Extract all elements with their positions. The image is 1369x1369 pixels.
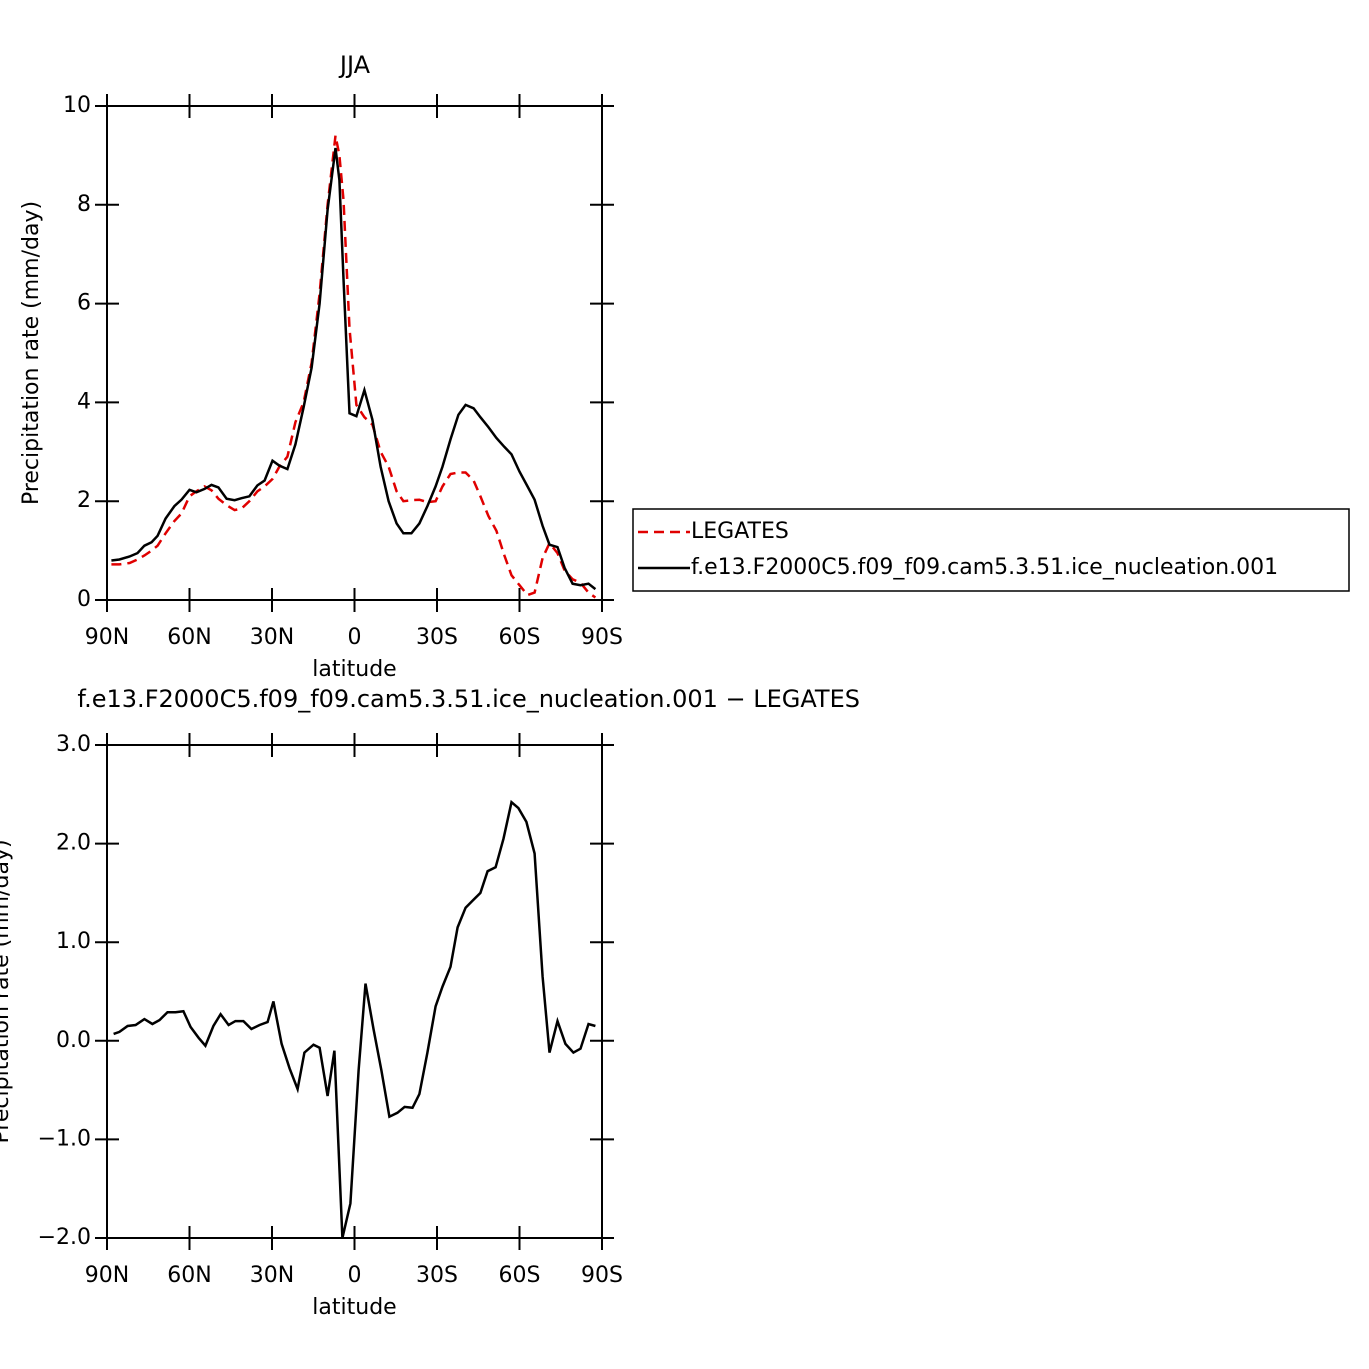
plot-frame: [106, 105, 603, 601]
y-axis-label: Precipitation rate (mm/day): [19, 201, 44, 505]
x-tick-label: 60N: [167, 1263, 211, 1288]
x-axis-label: latitude: [312, 1295, 396, 1320]
y-tick-label: 2.0: [56, 831, 91, 856]
y-tick-label: −2.0: [38, 1225, 91, 1250]
chart-title: JJA: [338, 51, 371, 79]
legend-box: [632, 508, 1350, 592]
x-tick-label: 90S: [581, 625, 623, 650]
plot-frame: [106, 744, 603, 1239]
x-tick-label: 60N: [167, 625, 211, 650]
y-tick-label: 8: [77, 192, 91, 217]
chart-title: f.e13.F2000C5.f09_f09.cam5.3.51.ice_nucl…: [77, 685, 860, 713]
y-axis-label: Precipitation rate (mm/day): [0, 839, 14, 1143]
x-tick-label: 30S: [416, 625, 458, 650]
data-line: [111, 147, 597, 591]
y-tick-label: 2: [77, 488, 91, 513]
x-tick-label: 60S: [499, 625, 541, 650]
x-tick-label: 30N: [250, 1263, 294, 1288]
data-line: [113, 799, 596, 1239]
y-tick-label: 10: [63, 93, 91, 118]
x-tick-label: 90N: [85, 625, 129, 650]
y-tick-label: 0.0: [56, 1028, 91, 1053]
legend-label: f.e13.F2000C5.f09_f09.cam5.3.51.ice_nucl…: [691, 555, 1278, 580]
y-tick-label: 3.0: [56, 732, 91, 757]
x-tick-label: 90S: [581, 1263, 623, 1288]
x-tick-label: 90N: [85, 1263, 129, 1288]
y-tick-label: −1.0: [38, 1126, 91, 1151]
legend-label: LEGATES: [691, 519, 789, 544]
y-tick-label: 6: [77, 291, 91, 316]
x-tick-label: 0: [348, 625, 362, 650]
x-tick-label: 30S: [416, 1263, 458, 1288]
data-line: [111, 135, 597, 599]
x-tick-label: 60S: [499, 1263, 541, 1288]
y-tick-label: 4: [77, 389, 91, 414]
x-axis-label: latitude: [312, 657, 396, 682]
x-tick-label: 0: [348, 1263, 362, 1288]
y-tick-label: 1.0: [56, 929, 91, 954]
x-tick-label: 30N: [250, 625, 294, 650]
y-tick-label: 0: [77, 587, 91, 612]
